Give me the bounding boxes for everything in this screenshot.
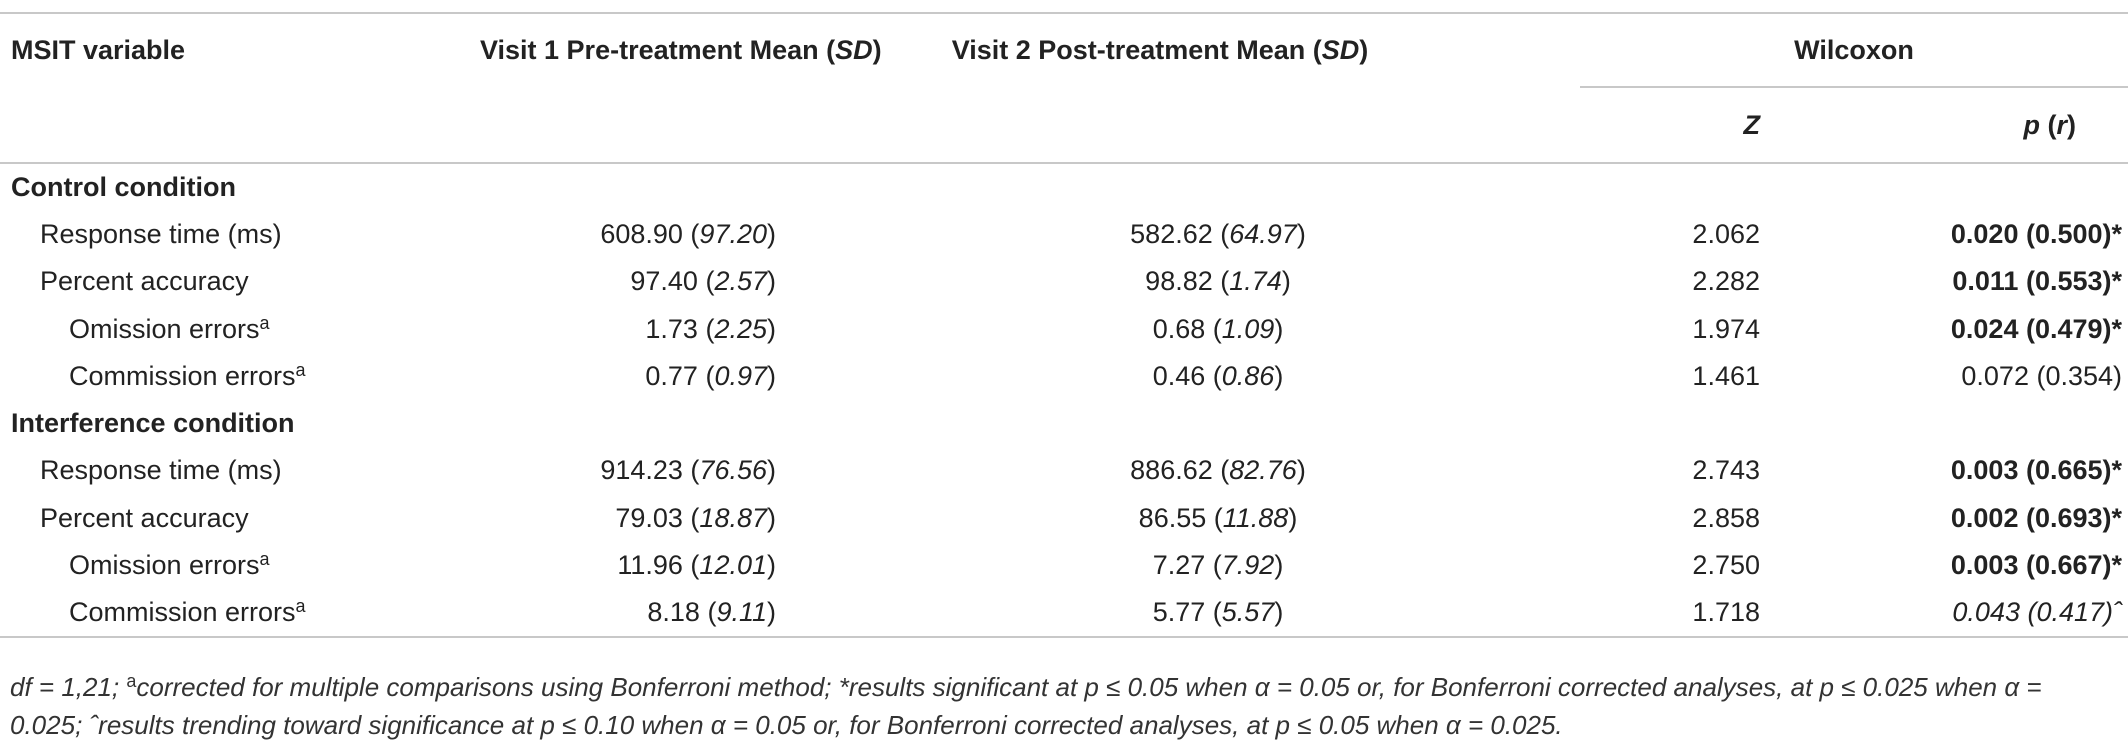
pre-value: 79.03 (18.87) <box>615 502 776 533</box>
pre-value: 914.23 (76.56) <box>600 455 776 486</box>
p-value: 0.072 (0.354) <box>1961 361 2123 392</box>
z-value: 2.743 <box>1692 455 1760 486</box>
table-row: Commission errorsa 8.18 (9.11) 5.77 (5.5… <box>0 589 2128 639</box>
table-row: Percent accuracy 79.03 (18.87) 86.55 (11… <box>0 494 2128 541</box>
table-row: Omission errorsa 1.73 (2.25) 0.68 (1.09)… <box>0 306 2128 353</box>
table-body: Control condition Response time (ms) 608… <box>0 163 2128 639</box>
pre-value: 0.77 (0.97) <box>645 361 776 392</box>
p-value: 0.002 (0.693)* <box>1950 502 2123 533</box>
pre-value: 11.96 (12.01) <box>617 549 776 580</box>
subheader-empty <box>420 87 840 164</box>
col-header-wilcoxon: Wilcoxon <box>1580 13 2128 88</box>
z-value: 1.461 <box>1692 361 1760 392</box>
msit-results-table: MSIT variable Visit 1 Pre-treatment Mean… <box>0 12 2128 639</box>
p-value: 0.043 (0.417)ˆ <box>1760 589 2128 639</box>
z-value: 1.718 <box>1580 589 1760 639</box>
post-value: 0.46 (0.86) <box>1152 361 1284 392</box>
pre-value: 8.18 (9.11) <box>420 589 840 639</box>
subheader-row: Z p (r) <box>0 87 2128 164</box>
row-label: Commission errorsa <box>69 360 306 392</box>
post-value: 98.82 (1.74) <box>1145 266 1291 297</box>
z-value: 2.062 <box>1692 219 1760 250</box>
section-row: Control condition <box>0 163 2128 211</box>
p-value: 0.003 (0.665)* <box>1950 455 2123 486</box>
post-value: 86.55 (11.88) <box>1138 502 1298 533</box>
z-value: 2.858 <box>1692 502 1760 533</box>
p-value: 0.020 (0.500)* <box>1950 219 2123 250</box>
z-value: 2.282 <box>1692 266 1760 297</box>
pre-value: 97.40 (2.57) <box>630 266 776 297</box>
subheader-empty <box>0 87 420 164</box>
post-value: 0.68 (1.09) <box>1152 313 1284 344</box>
table-row: Percent accuracy 97.40 (2.57) 98.82 (1.7… <box>0 258 2128 305</box>
post-value: 886.62 (82.76) <box>1130 455 1306 486</box>
table-row: Commission errorsa 0.77 (0.97) 0.46 (0.8… <box>0 353 2128 400</box>
col-header-p-r: p (r) <box>1760 87 2128 164</box>
section-title: Control condition <box>11 172 236 202</box>
z-value: 1.974 <box>1692 313 1760 344</box>
section-title: Interference condition <box>11 408 295 439</box>
post-value: 7.27 (7.92) <box>1152 549 1284 580</box>
col-header-z: Z <box>1580 87 1760 164</box>
pre-value: 608.90 (97.20) <box>600 219 776 250</box>
z-value: 2.750 <box>1692 549 1760 580</box>
section-row: Interference condition <box>0 400 2128 447</box>
row-label: Omission errorsa <box>69 312 270 344</box>
row-label: Response time (ms) <box>40 455 282 486</box>
row-label: Omission errorsa <box>69 548 270 580</box>
table-row: Response time (ms) 914.23 (76.56) 886.62… <box>0 447 2128 494</box>
col-header-visit1: Visit 1 Pre-treatment Mean (SD) <box>480 35 882 65</box>
table-footnote: df = 1,21; acorrected for multiple compa… <box>10 671 2042 740</box>
p-value: 0.003 (0.667)* <box>1950 549 2123 580</box>
row-label: Percent accuracy <box>40 266 249 297</box>
p-value: 0.011 (0.553)* <box>1952 266 2123 297</box>
post-value: 582.62 (64.97) <box>1130 219 1306 250</box>
table-row: Omission errorsa 11.96 (12.01) 7.27 (7.9… <box>0 542 2128 589</box>
table-row: Response time (ms) 608.90 (97.20) 582.62… <box>0 211 2128 258</box>
pre-value: 1.73 (2.25) <box>645 313 776 344</box>
col-header-variable: MSIT variable <box>11 35 186 65</box>
subheader-empty <box>840 87 1580 164</box>
row-label: Response time (ms) <box>40 219 282 250</box>
row-label: Percent accuracy <box>40 502 249 533</box>
row-label: Commission errorsa <box>0 589 420 639</box>
header-row: MSIT variable Visit 1 Pre-treatment Mean… <box>0 13 2128 88</box>
col-header-visit2: Visit 2 Post-treatment Mean (SD) <box>951 35 1369 65</box>
post-value: 5.77 (5.57) <box>840 589 1580 639</box>
p-value: 0.024 (0.479)* <box>1950 313 2123 344</box>
